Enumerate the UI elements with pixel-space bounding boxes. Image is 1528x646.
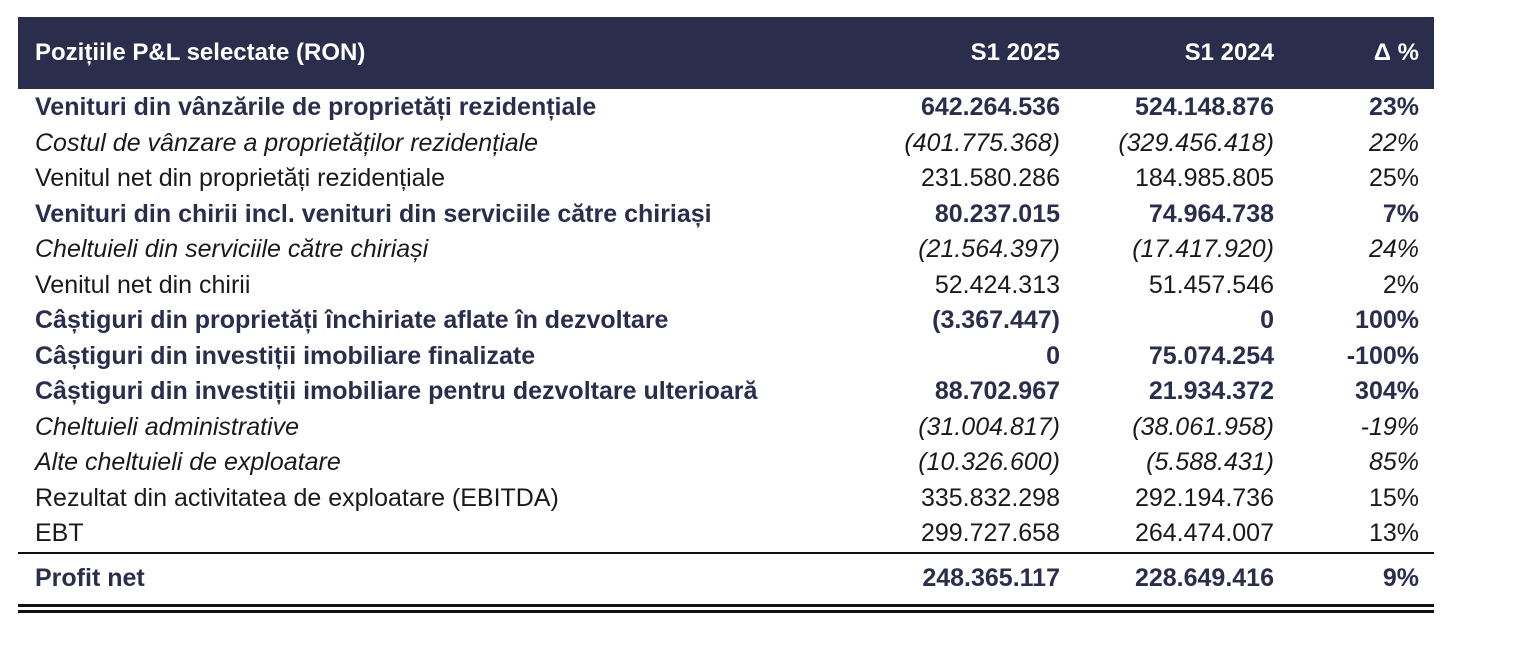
cell-s1-2025: (3.367.447) [932,306,1060,335]
table-row: EBT 299.727.658 264.474.007 13% [18,516,1434,552]
cell-s1-2025: 0 [1046,341,1060,370]
total-delta: 9% [1382,564,1419,592]
row-label: Alte cheltuieli de exploatare [35,448,341,477]
cell-s1-2024: 184.985.805 [1134,164,1274,193]
total-s1-2025: 248.365.117 [922,564,1060,592]
row-label: Câștiguri din investiții imobiliare fina… [35,341,536,370]
header-s1-2024: S1 2024 [1184,39,1274,66]
cell-delta: -100% [1346,341,1419,370]
row-label: Câștiguri din investiții imobiliare pent… [35,377,758,406]
table-row: Câștiguri din investiții imobiliare fina… [18,339,1434,375]
cell-s1-2025: 299.727.658 [920,519,1060,548]
total-s1-2024: 228.649.416 [1134,564,1274,592]
cell-delta: -19% [1360,412,1419,441]
cell-s1-2025: (31.004.817) [918,412,1060,441]
table-row: Venitul net din chirii 52.424.313 51.457.5… [18,268,1434,304]
cell-s1-2024: 51.457.546 [1148,270,1274,299]
cell-delta: 15% [1368,483,1419,512]
cell-s1-2025: 642.264.536 [920,93,1060,122]
cell-s1-2024: 21.934.372 [1148,377,1274,406]
cell-s1-2025: 335.832.298 [920,483,1060,512]
header-label: Pozițiile P&L selectate (RON) [35,39,366,66]
row-label: Venitul net din proprietăți rezidențiale [35,164,445,193]
table-body: Venituri din vânzările de proprietăți re… [18,89,1434,552]
row-label: Câștiguri din proprietăți închiriate afl… [35,306,669,335]
table-row: Costul de vânzare a proprietăților rezid… [18,126,1434,162]
pl-table: Pozițiile P&L selectate (RON) S1 2025 S1… [18,17,1434,613]
cell-s1-2024: (5.588.431) [1146,448,1274,477]
cell-s1-2024: 264.474.007 [1134,519,1274,548]
table-row: Venituri din vânzările de proprietăți re… [18,90,1434,126]
cell-delta: 24% [1368,235,1419,264]
cell-delta: 22% [1368,128,1419,157]
cell-s1-2025: (10.326.600) [918,448,1060,477]
table-row: Venituri din chirii incl. venituri din s… [18,197,1434,233]
cell-s1-2024: (329.456.418) [1118,128,1274,157]
total-separator: Profit net 248.365.117 228.649.416 9% [18,551,1434,604]
cell-s1-2024: (38.061.958) [1132,412,1274,441]
cell-s1-2025: (401.775.368) [904,128,1060,157]
table-row: Cheltuieli administrative (31.004.817) (38… [18,410,1434,446]
table-row: Câștiguri din investiții imobiliare pent… [18,374,1434,410]
table-row: Câștiguri din proprietăți închiriate afl… [18,303,1434,339]
double-rule [18,603,1434,613]
cell-delta: 85% [1368,448,1419,477]
header-delta: Δ % [1373,39,1419,66]
cell-s1-2025: 80.237.015 [934,199,1060,228]
row-label: Venituri din vânzările de proprietăți re… [35,93,597,122]
cell-delta: 2% [1382,270,1419,299]
cell-delta: 13% [1368,519,1419,548]
total-label: Profit net [35,564,145,592]
cell-delta: 25% [1368,164,1419,193]
table-header: Pozițiile P&L selectate (RON) S1 2025 S1… [18,17,1434,89]
cell-s1-2025: 231.580.286 [920,164,1060,193]
table-row-total: Profit net 248.365.117 228.649.416 9% [18,554,1434,604]
table-row: Alte cheltuieli de exploatare (10.326.600… [18,445,1434,481]
row-label: EBT [35,519,84,548]
cell-s1-2024: 292.194.736 [1134,483,1274,512]
cell-s1-2024: 0 [1260,306,1274,335]
row-label: Costul de vânzare a proprietăților rezid… [35,128,539,157]
row-label: Cheltuieli din serviciile către chiriași [35,235,429,264]
cell-delta: 100% [1355,306,1419,335]
table-row: Cheltuieli din serviciile către chiriași… [18,232,1434,268]
table-row: Rezultat din activitatea de exploatare (… [18,481,1434,517]
cell-s1-2025: 88.702.967 [934,377,1060,406]
row-label: Venitul net din chirii [35,270,251,299]
table-row: Venitul net din proprietăți rezidențiale… [18,161,1434,197]
cell-s1-2024: 75.074.254 [1148,341,1274,370]
cell-s1-2025: (21.564.397) [918,235,1060,264]
cell-delta: 304% [1355,377,1419,406]
cell-s1-2024: 74.964.738 [1148,199,1274,228]
row-label: Venituri din chirii incl. venituri din s… [35,199,712,228]
cell-s1-2025: 52.424.313 [934,270,1060,299]
row-label: Rezultat din activitatea de exploatare (… [35,483,559,512]
cell-s1-2024: 524.148.876 [1134,93,1274,122]
row-label: Cheltuieli administrative [35,412,300,441]
cell-delta: 7% [1382,199,1419,228]
header-s1-2025: S1 2025 [970,39,1060,66]
cell-delta: 23% [1368,93,1419,122]
cell-s1-2024: (17.417.920) [1132,235,1274,264]
